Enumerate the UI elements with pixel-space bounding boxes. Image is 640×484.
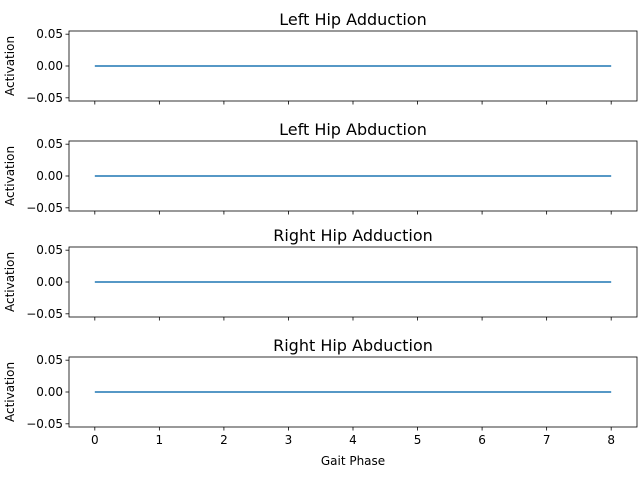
x-tick-label: 3 bbox=[285, 433, 293, 447]
y-tick-label: 0.05 bbox=[36, 137, 63, 151]
y-tick-label: −0.05 bbox=[26, 201, 63, 215]
y-tick-label: 0.05 bbox=[36, 243, 63, 257]
y-tick-label: 0.00 bbox=[36, 59, 63, 73]
x-tick-label: 0 bbox=[91, 433, 99, 447]
x-tick-label: 2 bbox=[220, 433, 228, 447]
y-tick-label: −0.05 bbox=[26, 91, 63, 105]
chart-title: Left Hip Abduction bbox=[279, 120, 427, 139]
chart-title: Right Hip Adduction bbox=[273, 226, 433, 245]
y-tick-label: 0.00 bbox=[36, 385, 63, 399]
x-tick-label: 5 bbox=[414, 433, 422, 447]
y-tick-label: 0.00 bbox=[36, 275, 63, 289]
x-tick-label: 4 bbox=[349, 433, 357, 447]
chart-title: Right Hip Abduction bbox=[273, 336, 433, 355]
x-tick-label: 7 bbox=[543, 433, 551, 447]
y-axis-label: Activation bbox=[3, 36, 17, 96]
y-axis-label: Activation bbox=[3, 362, 17, 422]
y-axis-label: Activation bbox=[3, 252, 17, 312]
x-tick-label: 6 bbox=[478, 433, 486, 447]
x-tick-label: 1 bbox=[156, 433, 164, 447]
y-tick-label: 0.05 bbox=[36, 353, 63, 367]
y-tick-label: 0.00 bbox=[36, 169, 63, 183]
chart-title: Left Hip Adduction bbox=[279, 10, 426, 29]
y-tick-label: −0.05 bbox=[26, 307, 63, 321]
y-tick-label: 0.05 bbox=[36, 27, 63, 41]
x-axis-label: Gait Phase bbox=[321, 454, 385, 468]
y-axis-label: Activation bbox=[3, 146, 17, 206]
y-tick-label: −0.05 bbox=[26, 417, 63, 431]
x-tick-label: 8 bbox=[607, 433, 615, 447]
